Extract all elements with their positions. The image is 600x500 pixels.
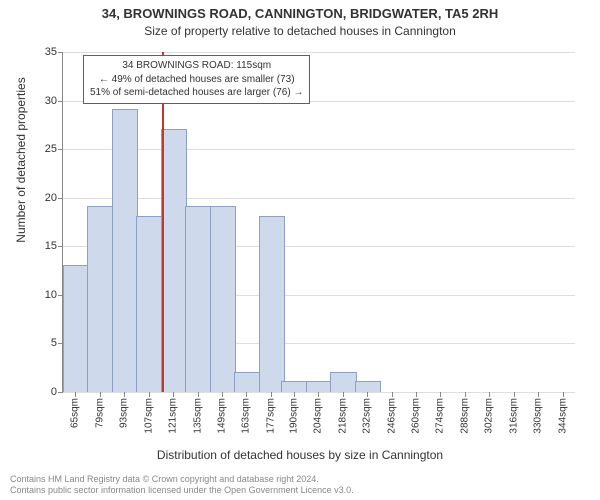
title-sub: Size of property relative to detached ho… [0,24,600,38]
ytick-mark [58,101,63,102]
xtick-mark [514,392,515,397]
ytick-mark [58,149,63,150]
xtick-mark [100,392,101,397]
title-main: 34, BROWNINGS ROAD, CANNINGTON, BRIDGWAT… [0,6,600,21]
histogram-bar [281,381,307,392]
xtick-mark [563,392,564,397]
xtick-label: 246sqm [386,398,397,434]
ytick-mark [58,392,63,393]
histogram-bar [112,109,138,392]
ytick-label: 10 [45,289,57,301]
xtick-mark [392,392,393,397]
histogram-bar [259,216,285,392]
histogram-bar [234,372,260,392]
xtick-mark [198,392,199,397]
histogram-bar [136,216,162,392]
xtick-label: 260sqm [410,398,421,434]
xtick-label: 107sqm [143,398,154,434]
xtick-label: 302sqm [484,398,495,434]
xtick-mark [173,392,174,397]
histogram-bar [330,372,356,392]
histogram-bar [306,381,332,392]
footer-line-2: Contains public sector information licen… [10,485,354,496]
xtick-label: 288sqm [459,398,470,434]
annotation-line: 34 BROWNINGS ROAD: 115sqm [90,59,303,73]
footer-attribution: Contains HM Land Registry data © Crown c… [10,474,354,497]
xtick-label: 344sqm [557,398,568,434]
xtick-label: 330sqm [533,398,544,434]
xtick-mark [367,392,368,397]
plot-area: 0510152025303565sqm79sqm93sqm107sqm121sq… [62,52,575,393]
xtick-label: 93sqm [119,398,130,428]
ytick-label: 15 [45,240,57,252]
xtick-label: 163sqm [241,398,252,434]
grid-line [63,198,575,199]
xtick-mark [222,392,223,397]
y-axis-label: Number of detached properties [14,10,28,310]
xtick-label: 135sqm [192,398,203,434]
xtick-mark [465,392,466,397]
xtick-label: 190sqm [288,398,299,434]
ytick-label: 30 [45,95,57,107]
xtick-label: 65sqm [70,398,81,428]
xtick-mark [416,392,417,397]
xtick-mark [440,392,441,397]
grid-line [63,52,575,53]
xtick-mark [246,392,247,397]
xtick-label: 121sqm [168,398,179,434]
xtick-mark [318,392,319,397]
xtick-mark [271,392,272,397]
x-axis-label: Distribution of detached houses by size … [0,448,600,462]
ytick-label: 20 [45,192,57,204]
histogram-bar [185,206,211,392]
histogram-bar [87,206,113,392]
xtick-label: 218sqm [337,398,348,434]
chart-container: 34, BROWNINGS ROAD, CANNINGTON, BRIDGWAT… [0,0,600,500]
annotation-line: ← 49% of detached houses are smaller (73… [90,73,303,87]
xtick-mark [75,392,76,397]
ytick-label: 25 [45,143,57,155]
xtick-label: 232sqm [362,398,373,434]
xtick-label: 316sqm [508,398,519,434]
histogram-bar [63,265,89,392]
xtick-label: 274sqm [435,398,446,434]
xtick-label: 177sqm [265,398,276,434]
xtick-label: 149sqm [217,398,228,434]
xtick-mark [489,392,490,397]
annotation-box: 34 BROWNINGS ROAD: 115sqm← 49% of detach… [83,55,310,104]
footer-line-1: Contains HM Land Registry data © Crown c… [10,474,354,485]
histogram-bar [161,129,187,392]
ytick-mark [58,198,63,199]
ytick-mark [58,52,63,53]
xtick-label: 79sqm [94,398,105,428]
ytick-label: 0 [51,386,57,398]
grid-line [63,149,575,150]
xtick-mark [343,392,344,397]
histogram-bar [355,381,381,392]
ytick-label: 5 [51,337,57,349]
annotation-line: 51% of semi-detached houses are larger (… [90,86,303,100]
xtick-label: 204sqm [313,398,324,434]
xtick-mark [538,392,539,397]
ytick-label: 35 [45,46,57,58]
xtick-mark [294,392,295,397]
xtick-mark [124,392,125,397]
xtick-mark [149,392,150,397]
ytick-mark [58,246,63,247]
histogram-bar [210,206,236,392]
